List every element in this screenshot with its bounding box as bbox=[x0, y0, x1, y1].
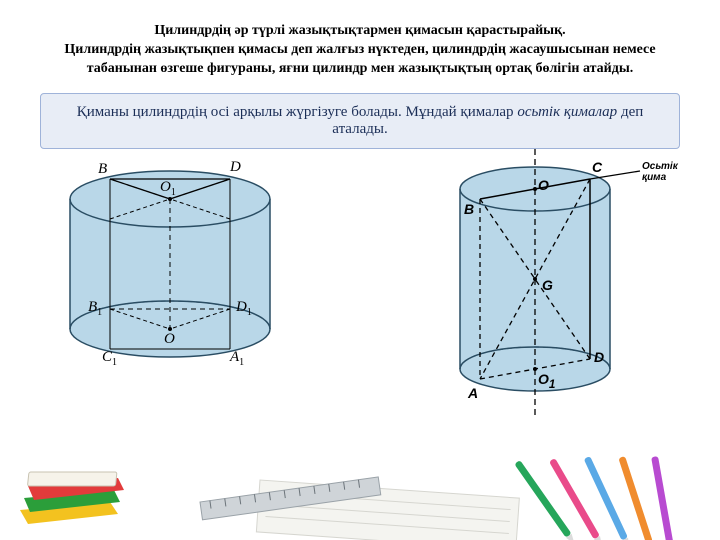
label-D-r: D bbox=[594, 349, 604, 365]
label-B: B bbox=[98, 161, 107, 178]
label-C1: C1 bbox=[102, 349, 117, 368]
heading-block: Цилиндрдің әр түрлі жазықтықтармен қимас… bbox=[0, 0, 720, 87]
label-O: O bbox=[164, 331, 175, 348]
label-B1: B1 bbox=[88, 299, 102, 318]
label-B-r: B bbox=[464, 201, 474, 217]
heading-line2: Цилиндрдің жазықтықпен қимасы деп жалғыз… bbox=[40, 41, 680, 79]
label-O-r: O bbox=[538, 177, 549, 193]
label-D: D bbox=[230, 159, 241, 176]
label-G-r: G bbox=[542, 277, 553, 293]
heading-line1: Цилиндрдің әр түрлі жазықтықтармен қимас… bbox=[40, 22, 680, 41]
label-A1: A1 bbox=[230, 349, 244, 368]
label-O1: O1 bbox=[160, 179, 176, 198]
figure-right: C O B G D O1 A Осьтік қима bbox=[430, 149, 670, 434]
callout-box: Қиманы цилиндрдің осі арқылы жүргізуге б… bbox=[40, 93, 680, 149]
figures-area: B D O1 B1 D1 C1 A1 O bbox=[0, 149, 720, 469]
axial-section-label: Осьтік қима bbox=[642, 161, 678, 183]
label-D1: D1 bbox=[236, 299, 252, 318]
figure-left: B D O1 B1 D1 C1 A1 O bbox=[40, 159, 300, 394]
label-O1-r: O1 bbox=[538, 371, 555, 391]
callout-emph: осьтік қималар bbox=[517, 104, 617, 120]
label-A-r: A bbox=[468, 385, 478, 401]
callout-plain: Қиманы цилиндрдің осі арқылы жүргізуге б… bbox=[77, 104, 518, 120]
label-C-r: C bbox=[592, 159, 602, 175]
